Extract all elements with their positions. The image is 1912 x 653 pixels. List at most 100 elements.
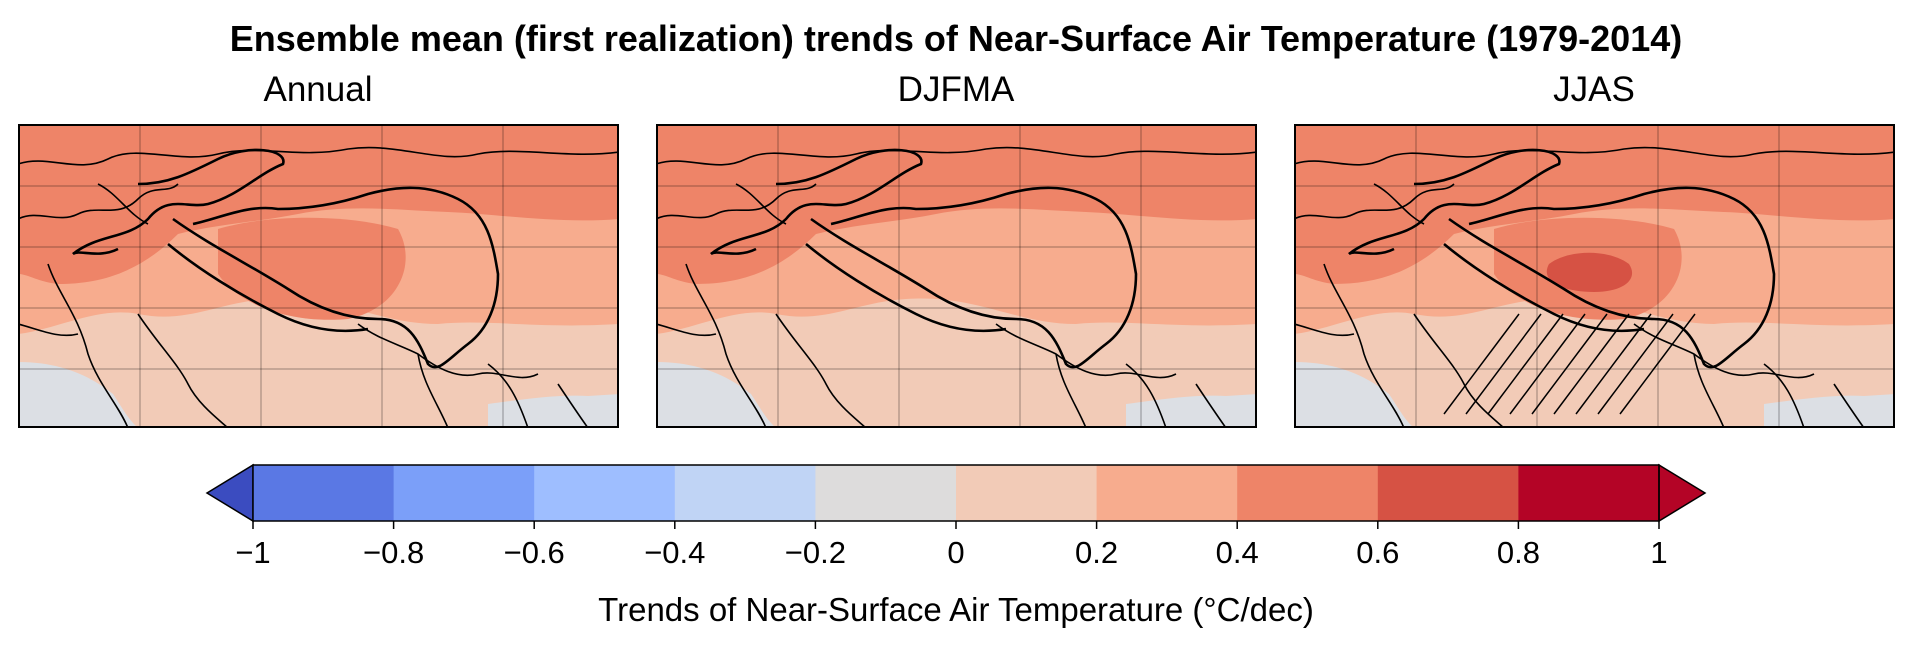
plateau-outline <box>1448 186 1776 369</box>
country-border <box>487 363 529 427</box>
figure-title: Ensemble mean (first realization) trends… <box>229 18 1683 59</box>
contour-near-zero <box>657 320 1256 427</box>
colorbar-segment <box>1096 465 1238 521</box>
panel-title-jjas: JJAS <box>1553 70 1635 109</box>
hatch-line <box>1465 313 1542 415</box>
colorbar-segment <box>674 465 816 521</box>
country-border <box>1125 363 1167 427</box>
country-border <box>19 146 618 166</box>
country-border <box>657 323 717 337</box>
country-border <box>1323 263 1405 427</box>
colorbar-segment <box>534 465 676 521</box>
country-border <box>1763 363 1805 427</box>
colorbar-tick-label: −0.6 <box>504 535 565 565</box>
colorbar-segment <box>253 465 395 521</box>
country-border <box>1413 313 1505 427</box>
ocean-arabian-sea <box>657 362 775 427</box>
colorbar-tick-label: 0.6 <box>1356 535 1399 565</box>
contour-plateau-warm <box>218 217 406 320</box>
colorbar-tick-label: 1 <box>1650 535 1667 565</box>
plateau-outline <box>810 186 1138 369</box>
hatch-line <box>1553 313 1630 415</box>
map-panel-djfma <box>656 124 1257 428</box>
colorbar-tick-label: −0.4 <box>644 535 705 565</box>
ocean-arabian-sea <box>1295 362 1413 427</box>
country-border <box>685 263 767 427</box>
contour-0.6-0.8 <box>1546 252 1633 292</box>
country-border <box>1055 353 1087 427</box>
country-border <box>1295 146 1894 166</box>
colorbar-segment <box>1377 465 1519 521</box>
country-border <box>1693 353 1725 427</box>
country-border <box>47 263 129 427</box>
contour-0.4-0.6 <box>19 125 618 284</box>
colorbar-segment <box>1237 465 1379 521</box>
country-border <box>417 353 449 427</box>
country-border <box>1633 323 1815 379</box>
hatch-line <box>1597 313 1674 415</box>
boundary-west <box>710 247 757 256</box>
colorbar-tick-label: −0.2 <box>785 535 846 565</box>
country-border <box>1295 323 1355 337</box>
colorbar-extend-high <box>1658 463 1707 523</box>
contour-0.4-0.6 <box>657 125 1256 284</box>
country-border <box>137 313 229 427</box>
ocean-bay-of-bengal <box>488 394 618 427</box>
country-border <box>1195 383 1227 427</box>
country-border <box>1373 183 1425 225</box>
country-border <box>1833 383 1865 427</box>
hatch-line <box>1443 313 1520 415</box>
hatch-line <box>1575 313 1652 415</box>
contour-near-zero <box>1295 320 1894 427</box>
country-border <box>995 323 1177 379</box>
country-border <box>19 183 179 220</box>
himalaya-boundary <box>167 243 369 333</box>
country-border <box>557 383 589 427</box>
hatch-line <box>1531 313 1608 415</box>
plateau-outline-north <box>1348 148 1561 256</box>
colorbar-segment <box>393 465 535 521</box>
colorbar-tick-label: 0 <box>947 535 964 565</box>
colorbar-segment <box>1518 465 1660 521</box>
colorbar-tick-label: 0.2 <box>1075 535 1118 565</box>
map-panel-jjas <box>1294 124 1895 428</box>
ocean-bay-of-bengal <box>1764 394 1894 427</box>
panel-title-annual: Annual <box>263 70 373 109</box>
country-border <box>1295 183 1455 220</box>
himalaya-boundary <box>1443 243 1645 333</box>
map-frame <box>18 124 619 428</box>
significance-hatching <box>1443 313 1696 415</box>
boundary-west <box>1348 247 1395 256</box>
boundary-west <box>72 247 119 256</box>
country-border <box>357 323 539 379</box>
hatch-line <box>1509 313 1586 415</box>
plateau-outline-north <box>710 148 923 256</box>
plateau-outline <box>172 186 500 369</box>
ocean-arabian-sea <box>19 362 137 427</box>
colorbar-tick-label: 0.4 <box>1216 535 1259 565</box>
ocean-bay-of-bengal <box>1126 394 1256 427</box>
colorbar-tick-label: −0.8 <box>363 535 424 565</box>
colorbar-segment <box>815 465 957 521</box>
country-border <box>19 323 79 337</box>
colorbar-tick-label: 0.8 <box>1497 535 1540 565</box>
map-frame <box>656 124 1257 428</box>
colorbar: −1 −0.8 −0.6 −0.4 −0.2 0 0.2 0.4 0.6 0.8 1 <box>205 463 1707 565</box>
contour-0.4-0.6 <box>1295 125 1894 284</box>
panel-title-djfma: DJFMA <box>897 70 1015 109</box>
map-panel-annual <box>18 124 619 428</box>
country-border <box>775 313 867 427</box>
map-frame <box>1294 124 1895 428</box>
hatch-line <box>1619 313 1696 415</box>
hatch-line <box>1487 313 1564 415</box>
country-border <box>97 183 149 225</box>
colorbar-label: Trends of Near-Surface Air Temperature (… <box>598 591 1314 628</box>
country-border <box>657 146 1256 166</box>
colorbar-segment <box>956 465 1098 521</box>
country-border <box>657 183 817 220</box>
plateau-outline-north <box>72 148 285 256</box>
colorbar-extend-low <box>205 463 254 523</box>
himalaya-boundary <box>805 243 1007 333</box>
country-border <box>735 183 787 225</box>
contour-near-zero <box>19 320 618 427</box>
